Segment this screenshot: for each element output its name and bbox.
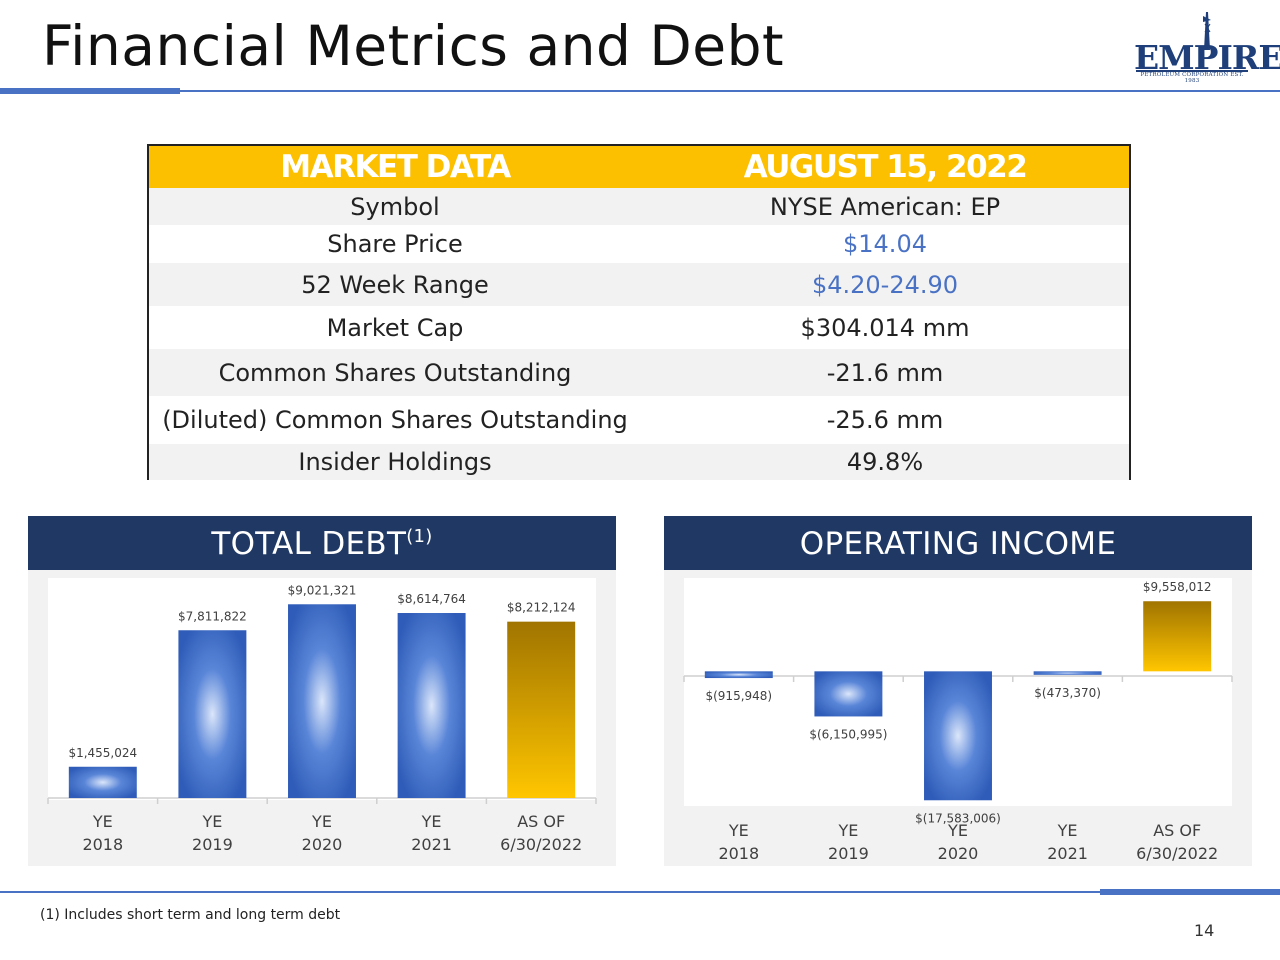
row-label: Common Shares Outstanding	[149, 349, 641, 396]
category-label: 2018	[82, 835, 123, 854]
table-row: Symbol NYSE American: EP	[149, 188, 1129, 225]
logo-subtitle: PETROLEUM CORPORATION EST. 1983	[1140, 72, 1244, 84]
operating-income-panel: OPERATING INCOME $(915,948) YE 2018 $(6,150…	[664, 516, 1252, 866]
row-value: NYSE American: EP	[641, 188, 1129, 225]
data-label: $8,614,764	[397, 592, 466, 606]
bar-highlight	[1143, 601, 1212, 672]
category-label: AS OF	[1153, 821, 1201, 840]
operating-income-chart: $(915,948) YE 2018 $(6,150,995) YE 2019 $(17,5…	[683, 580, 1233, 863]
data-label: $(17,583,006)	[915, 811, 1001, 825]
row-label: Symbol	[149, 188, 641, 225]
row-label: Insider Holdings	[149, 444, 641, 480]
row-value: $14.04	[843, 230, 927, 258]
bar	[1033, 671, 1102, 675]
bar-highlight	[507, 621, 576, 798]
row-value: 49.8%	[641, 444, 1129, 480]
table-row: Insider Holdings 49.8%	[149, 444, 1129, 480]
bar	[814, 671, 883, 717]
category-label: 6/30/2022	[1136, 844, 1218, 863]
row-label: 52 Week Range	[149, 263, 641, 306]
row-value: $304.014 mm	[800, 313, 970, 342]
category-label: YE	[837, 821, 858, 840]
footer-accent-bar	[1100, 889, 1280, 895]
row-label: Market Cap	[326, 313, 464, 342]
header-divider	[0, 90, 1280, 92]
total-debt-chart: $1,455,024 YE 2018 $7,811,822 YE 2019 $9,021,3…	[47, 583, 597, 854]
market-header-right: AUGUST 15, 2022	[641, 146, 1129, 188]
category-label: YE	[201, 812, 222, 831]
data-label: $9,021,321	[288, 583, 357, 597]
category-label: 2020	[302, 835, 343, 854]
category-label: YE	[421, 812, 442, 831]
total-debt-header: TOTAL DEBT(1)	[28, 516, 616, 570]
footer-divider	[0, 891, 1280, 893]
bar	[397, 613, 466, 798]
category-label: 2021	[411, 835, 452, 854]
category-label: 2019	[828, 844, 869, 863]
row-label: (Diluted) Common Shares Outstanding	[162, 406, 628, 434]
category-label: 6/30/2022	[500, 835, 582, 854]
category-label: 2020	[938, 844, 979, 863]
table-row: (Diluted) Common Shares Outstanding -25.…	[149, 396, 1129, 444]
bar	[924, 671, 992, 801]
bar	[704, 671, 773, 679]
category-label: YE	[728, 821, 749, 840]
data-label: $(6,150,995)	[809, 727, 887, 741]
market-data-table: MARKET DATA AUGUST 15, 2022 Symbol NYSE …	[147, 144, 1131, 480]
table-row: Share Price $14.04	[149, 225, 1129, 263]
data-label: $1,455,024	[68, 746, 137, 760]
data-label: $(915,948)	[705, 689, 772, 703]
market-header-left: MARKET DATA	[149, 146, 641, 188]
data-label: $(473,370)	[1034, 686, 1101, 700]
row-value: -25.6 mm	[826, 406, 944, 434]
bar	[288, 604, 356, 798]
category-label: AS OF	[517, 812, 565, 831]
total-debt-footnote-ref: (1)	[406, 526, 433, 547]
row-value: $4.20-24.90	[641, 263, 1129, 306]
bar	[68, 766, 137, 798]
operating-income-title: OPERATING INCOME	[799, 526, 1117, 562]
derrick-icon	[1203, 12, 1211, 50]
category-label: YE	[311, 812, 332, 831]
total-debt-panel: TOTAL DEBT(1) $1,455,024 YE 2018 $7,811,822…	[28, 516, 616, 866]
logo-rule	[1136, 70, 1248, 72]
data-label: $8,212,124	[507, 601, 576, 615]
bar	[178, 630, 247, 798]
category-label: YE	[947, 821, 968, 840]
data-label: $9,558,012	[1143, 580, 1212, 594]
category-label: 2019	[192, 835, 233, 854]
table-row: 52 Week Range $4.20-24.90	[149, 263, 1129, 306]
total-debt-title: TOTAL DEBT	[211, 526, 407, 562]
page-title: Financial Metrics and Debt	[42, 14, 785, 78]
company-logo: EMPIRE PETROLEUM CORPORATION EST. 1983	[1134, 10, 1280, 84]
page-number: 14	[1194, 921, 1215, 940]
row-value: -21.6 mm	[641, 349, 1129, 396]
category-label: YE	[1057, 821, 1078, 840]
category-label: YE	[92, 812, 113, 831]
data-label: $7,811,822	[178, 609, 247, 623]
category-label: 2018	[718, 844, 759, 863]
footnote: (1) Includes short term and long term de…	[40, 907, 341, 923]
table-row: Common Shares Outstanding -21.6 mm	[149, 349, 1129, 396]
row-label: Share Price	[327, 230, 463, 258]
table-row: Market Cap $304.014 mm	[149, 306, 1129, 349]
category-label: 2021	[1047, 844, 1088, 863]
operating-income-header: OPERATING INCOME	[664, 516, 1252, 570]
